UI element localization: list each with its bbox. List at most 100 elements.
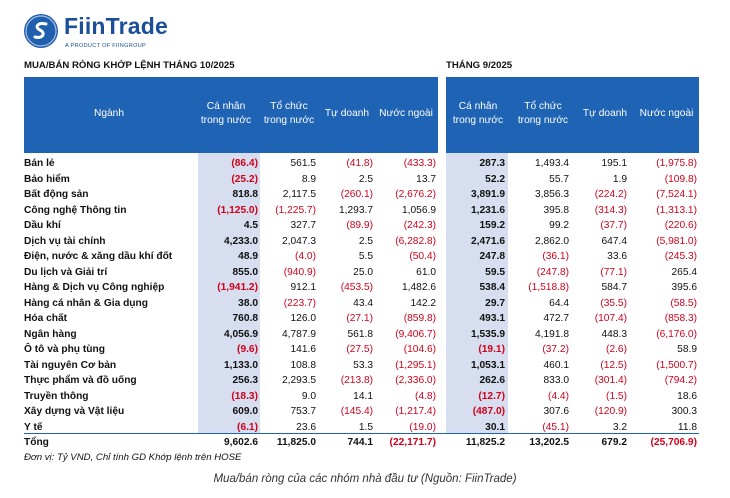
value-cell: 1,535.9 [471,328,505,340]
value-cell: 5.5 [358,251,373,262]
value-cell: 472.7 [543,313,570,324]
value-cell: 4,233.0 [224,235,258,247]
value-cell: 1.5 [358,421,373,433]
value-cell: (27.5) [346,344,373,355]
value-cell: (5,981.0) [656,235,697,247]
value-cell: 2.5 [358,235,373,247]
value-cell: 38.0 [238,297,258,309]
header-individual-sep: Cá nhân trong nước [452,101,504,126]
value-cell: 287.3 [479,158,506,169]
value-cell: 753.7 [290,406,317,417]
table-row: Truyền thông (18.3) 9.0 14.1 (4.8) (12.7) (4.4… [24,388,699,406]
sector-name: Xây dựng và Vật liệu [24,406,125,417]
value-cell: (1,125.0) [217,204,258,216]
table-row: Bất động sản 818.8 2,117.5 (260.1) (2,676.2)… [24,186,699,204]
value-cell: 13,202.5 [529,437,569,448]
value-cell: (9,406.7) [395,328,436,340]
value-cell: 256.3 [232,375,259,386]
value-cell: 744.1 [347,437,374,448]
value-cell: (2,676.2) [395,189,436,200]
value-cell: (36.1) [542,251,569,262]
value-cell: 561.8 [347,328,374,340]
value-cell: 818.8 [232,189,259,200]
value-cell: (453.5) [340,282,373,293]
sector-name: Hàng cá nhân & Gia dụng [24,297,148,309]
value-cell: 2,047.3 [282,235,316,247]
value-cell: 647.4 [601,235,628,247]
value-cell: 64.4 [549,297,569,309]
value-cell: 760.8 [232,313,259,324]
value-cell: 395.8 [543,204,570,216]
band-individual-oct [198,153,260,433]
table-row: Ô tô và phụ tùng (9.6) 141.6 (27.5) (104.6) (… [24,341,699,359]
value-cell: 108.8 [290,359,317,371]
value-cell: 538.4 [479,282,506,293]
value-cell: 48.9 [238,251,258,262]
sector-name: Ô tô và phụ tùng [24,344,105,355]
sector-name: Dịch vụ tài chính [24,235,106,247]
table-row: Ngân hàng 4,056.9 4,787.9 561.8 (9,406.7) 1,5… [24,326,699,344]
value-cell: (1,295.1) [395,359,436,371]
value-cell: 59.5 [485,266,505,278]
value-cell: (86.4) [231,158,258,169]
value-cell: 912.1 [290,282,317,293]
value-cell: 3.2 [612,421,627,433]
value-cell: 300.3 [671,406,698,417]
table-row: Xây dựng và Vật liệu 609.0 753.7 (145.4) (1,… [24,403,699,421]
value-cell: 2.5 [358,173,373,185]
value-cell: 195.1 [601,158,628,169]
total-row-cells: Tổng 9,602.6 11,825.0 744.1 (22,171.7) 11,825… [24,434,699,452]
sector-name: Hóa chất [24,313,68,324]
figure-caption: Mua/bán ròng của các nhóm nhà đầu tư (Ng… [213,473,517,485]
table-row: Bán lẻ (86.4) 561.5 (41.8) (433.3) 287.3 1,493… [24,155,699,173]
value-cell: (18.3) [231,390,258,402]
value-cell: (433.3) [403,158,436,169]
value-cell: (4.0) [295,251,316,262]
value-cell: 18.6 [677,390,697,402]
value-cell: (12.5) [600,359,627,371]
value-cell: (6,176.0) [656,328,697,340]
value-cell: 561.5 [290,158,317,169]
brand-logo: FiinTrade A PRODUCT OF FIINGROUP [24,12,194,52]
sector-name: Điện, nước & xăng dầu khí đốt [24,251,173,262]
value-cell: 3,856.3 [535,189,569,200]
value-cell: (1,500.7) [656,359,697,371]
value-cell: (314.3) [594,204,627,216]
value-cell: (1,518.8) [528,282,569,293]
value-cell: (213.8) [340,375,373,386]
value-cell: 3,891.9 [471,189,505,200]
table-row: Dịch vụ tài chính 4,233.0 2,047.3 2.5 (6,282… [24,233,699,251]
value-cell: 327.7 [290,220,317,231]
value-cell: 1,482.6 [402,282,436,293]
value-cell: 126.0 [290,313,317,324]
value-cell: 30.1 [485,421,505,433]
value-cell: 2,117.5 [282,189,316,200]
value-cell: 1.9 [612,173,627,185]
value-cell: (58.5) [670,297,697,309]
value-cell: (1,217.4) [395,406,436,417]
value-cell: 1,056.9 [402,204,436,216]
sector-name: Tổng [24,437,49,448]
sector-name: Dầu khí [24,220,61,231]
value-cell: 14.1 [353,390,373,402]
table-row: Hàng & Dịch vụ Công nghiệp (1,941.2) 912.1… [24,279,699,297]
value-cell: (1,975.8) [656,158,697,169]
value-cell: (77.1) [600,266,627,278]
brand-tagline: A PRODUCT OF FIINGROUP [65,43,147,49]
header-individual-oct: Cá nhân trong nước [200,101,252,126]
value-cell: 9.0 [301,390,316,402]
value-cell: (1,225.7) [275,204,316,216]
sector-name: Bảo hiểm [24,173,70,185]
value-cell: (301.4) [594,375,627,386]
value-cell: 4.5 [243,220,258,231]
value-cell: 1,493.4 [535,158,569,169]
value-cell: 395.6 [671,282,698,293]
header-foreign-sep: Nước ngoài [639,108,694,119]
value-cell: 460.1 [543,359,570,371]
value-cell: 679.2 [601,437,628,448]
value-cell: (940.9) [283,266,316,278]
value-cell: 55.7 [549,173,569,185]
value-cell: 2,471.6 [471,235,505,247]
header-proprietary-sep: Tự doanh [582,108,628,119]
fiintrade-logo-icon [24,14,58,48]
